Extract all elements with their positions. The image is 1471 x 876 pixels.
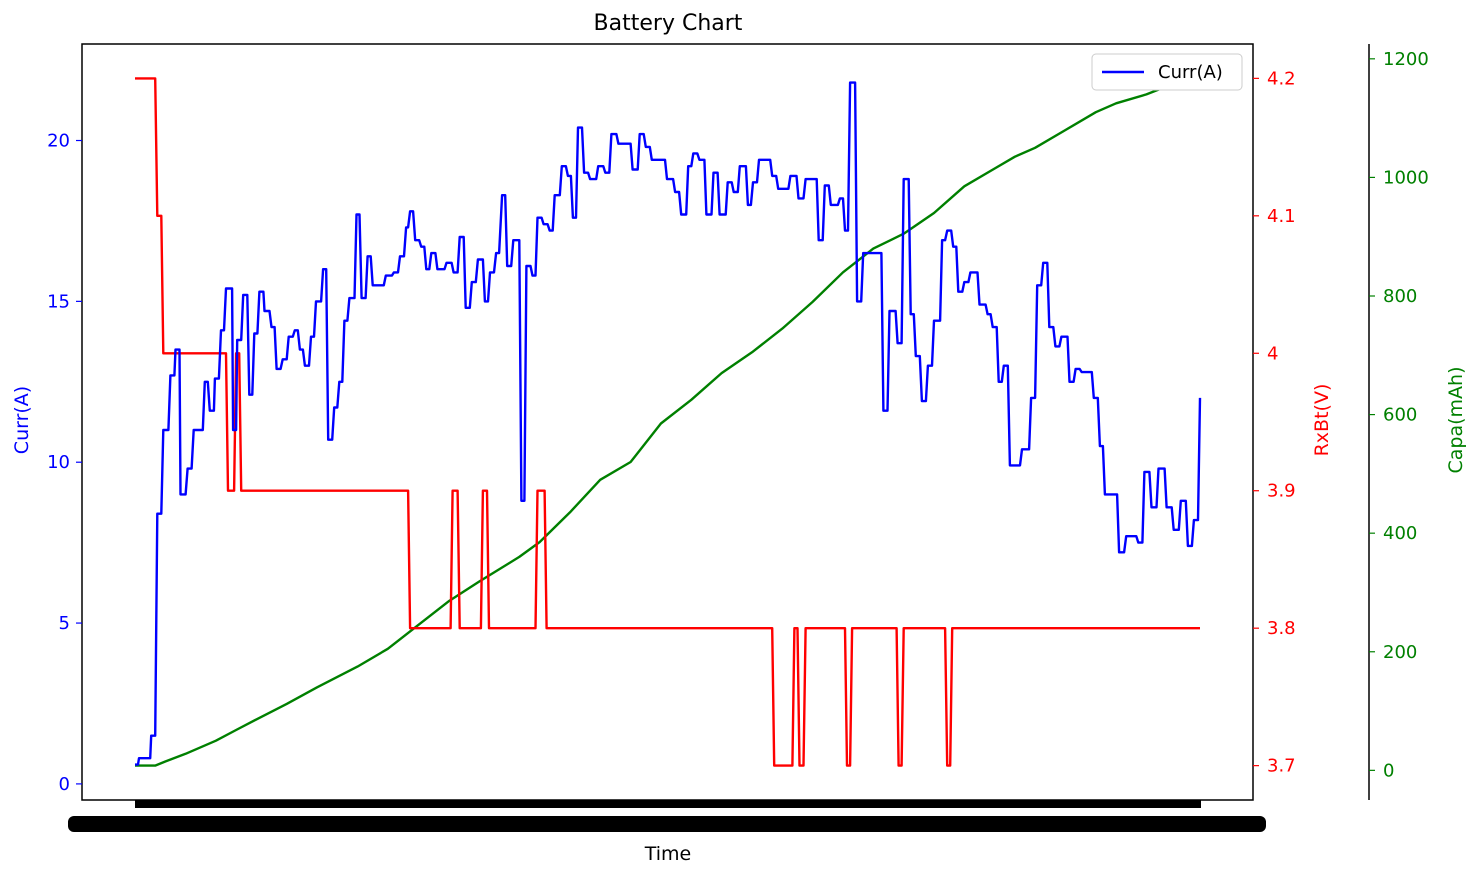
volt-tick-label: 3.8 bbox=[1267, 618, 1296, 639]
capa-tick-label: 600 bbox=[1383, 405, 1417, 426]
legend-label-curr: Curr(A) bbox=[1158, 62, 1223, 83]
series-line-volt bbox=[135, 77, 1200, 767]
x-tick-labels-band bbox=[68, 816, 1266, 832]
curr-tick-label: 5 bbox=[59, 613, 70, 634]
capa-tick-label: 400 bbox=[1383, 523, 1417, 544]
volt-tick-label: 4.1 bbox=[1267, 206, 1296, 227]
legend-box bbox=[1091, 53, 1243, 91]
volt-axis: 3.7 3.8 3.9 4 4.1 4.2 RxBt(V) bbox=[1253, 68, 1333, 777]
volt-tick-label: 3.9 bbox=[1267, 481, 1296, 502]
capa-tick-label: 0 bbox=[1383, 760, 1394, 781]
legend: Curr(A) bbox=[1091, 53, 1243, 91]
capa-tick-label: 200 bbox=[1383, 642, 1417, 663]
volt-tick-label: 4 bbox=[1267, 343, 1278, 364]
volt-tick-label: 3.7 bbox=[1267, 756, 1296, 777]
capa-tick-label: 1200 bbox=[1383, 49, 1429, 70]
capa-axis: 0 200 400 600 800 1000 1200 Capa(mAh) bbox=[1368, 44, 1467, 800]
volt-axis-label: RxBt(V) bbox=[1311, 384, 1333, 457]
series-layer bbox=[135, 72, 1202, 767]
capa-axis-label: Capa(mAh) bbox=[1445, 367, 1467, 474]
series-line-curr bbox=[135, 81, 1202, 766]
x-tick-labels-overlapping bbox=[68, 800, 1266, 832]
curr-tick-label: 0 bbox=[59, 774, 70, 795]
curr-tick-label: 20 bbox=[47, 131, 70, 152]
curr-axis: 0 5 10 15 20 Curr(A) bbox=[11, 131, 82, 795]
curr-tick-label: 15 bbox=[47, 291, 70, 312]
capa-tick-label: 800 bbox=[1383, 286, 1417, 307]
capa-tick-label: 1000 bbox=[1383, 167, 1429, 188]
plot-frame bbox=[81, 43, 1254, 801]
chart-title: Battery Chart bbox=[594, 11, 743, 36]
volt-tick-label: 4.2 bbox=[1267, 68, 1296, 89]
x-axis-label: Time bbox=[644, 843, 692, 865]
axes-layer: 0 5 10 15 20 Curr(A) 3.7 3.8 3.9 4 4.1 4.2 RxBt(V) 0 2… bbox=[11, 44, 1467, 800]
x-tick-marks-band bbox=[135, 800, 1201, 808]
curr-tick-label: 10 bbox=[47, 452, 70, 473]
series-line-capa bbox=[135, 72, 1201, 767]
curr-axis-label: Curr(A) bbox=[11, 386, 33, 454]
